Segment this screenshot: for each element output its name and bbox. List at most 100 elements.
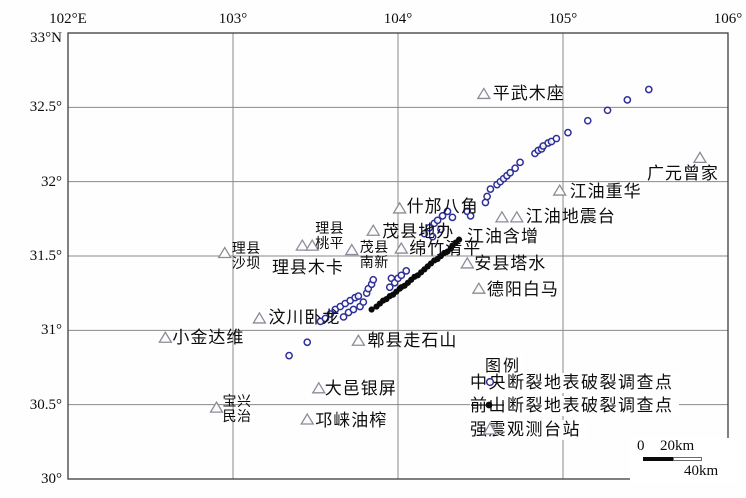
station-triangle-icon — [392, 201, 407, 214]
central-fault-rupture-point — [369, 275, 378, 284]
central-fault-rupture-point — [303, 338, 312, 347]
central-fault-rupture-point — [285, 351, 293, 360]
station-triangle-icon — [217, 246, 232, 259]
station-label: 什邡八角 — [406, 197, 479, 217]
legend-item: 中央断裂地表破裂调查点 — [470, 373, 679, 393]
x-axis-tick-label: 104° — [383, 11, 413, 27]
scale-bar-graphic — [643, 457, 703, 461]
station-triangle-icon — [209, 400, 224, 413]
central-fault-rupture-point — [438, 212, 447, 220]
station-label: 广元曾家 — [646, 163, 719, 183]
station-label: 宝兴 民治 — [222, 394, 252, 425]
central-fault-rupture-point — [448, 213, 457, 222]
scale-bar-40km-label: 40km — [684, 463, 719, 479]
central-fault-rupture-point — [359, 298, 368, 306]
x-axis-tick-label: 105° — [548, 11, 578, 27]
y-axis-tick-label: 31° — [41, 322, 62, 339]
scale-bar: 0 20km 40km — [630, 438, 738, 482]
station-triangle-icon — [366, 223, 381, 236]
station-triangle-icon — [394, 241, 409, 254]
station-label: 平武木座 — [492, 83, 565, 103]
station-triangle-icon — [311, 381, 326, 394]
station-triangle-icon — [509, 210, 524, 223]
central-fault-rupture-point — [466, 212, 475, 220]
station-label: 邛崃油榨 — [315, 410, 388, 430]
open-triangle-icon — [482, 421, 498, 435]
scale-bar-filled-segment — [643, 457, 673, 461]
y-axis-tick-label: 31.5° — [29, 248, 62, 264]
x-axis-tick-label: 103° — [218, 11, 248, 27]
station-label: 郫县走石山 — [367, 330, 458, 350]
central-fault-rupture-point — [433, 216, 442, 225]
station-label: 安县塔水 — [474, 254, 547, 274]
station-label: 理县 桃平 — [315, 221, 345, 252]
y-axis-tick-label: 32.5° — [29, 99, 62, 116]
station-label: 茂县地办 — [382, 221, 455, 241]
open-circle-icon — [485, 377, 495, 387]
central-fault-rupture-point — [483, 192, 491, 201]
legend-item-label: 强震观测台站 — [470, 420, 581, 439]
plot-border — [67, 32, 729, 480]
legend-item-label: 中央断裂地表破裂调查点 — [470, 373, 674, 392]
y-axis-tick-label: 30° — [41, 471, 62, 487]
central-fault-rupture-point — [437, 225, 445, 234]
central-fault-rupture-point — [564, 128, 572, 137]
line-dot-icon — [471, 401, 504, 409]
station-triangle-icon — [552, 183, 567, 196]
central-fault-rupture-point — [321, 314, 330, 323]
station-label: 德阳白马 — [486, 279, 559, 299]
station-label: 茂县 南新 — [359, 241, 389, 272]
legend-item: 前山断裂地表破裂调查点 — [470, 396, 679, 416]
station-label: 大邑银屏 — [324, 379, 397, 399]
station-triangle-icon — [471, 281, 486, 294]
y-axis-tick-label: 33°N — [30, 30, 62, 46]
central-fault-rupture-point — [583, 116, 592, 125]
scale-bar-zero-label: 0 — [637, 438, 645, 454]
station-triangle-icon — [460, 256, 475, 269]
central-fault-rupture-point — [339, 313, 348, 321]
central-fault-rupture-point — [326, 310, 335, 318]
station-label: 理县 沙坝 — [231, 242, 261, 273]
central-fault-rupture-point — [397, 271, 406, 280]
central-fault-rupture-point — [623, 96, 632, 104]
station-triangle-icon — [295, 238, 310, 251]
station-label: 绵竹清平 — [409, 238, 482, 258]
station-triangle-icon — [351, 333, 366, 346]
frontal-fault-rupture-point — [455, 236, 463, 243]
station-triangle-icon — [305, 238, 320, 251]
station-triangle-icon — [494, 210, 510, 223]
central-fault-rupture-point — [603, 106, 612, 115]
station-label: 江油重华 — [569, 181, 642, 201]
x-axis-tick-label: 102°E — [49, 11, 87, 27]
central-fault-rupture-point — [486, 185, 495, 193]
y-axis-tick-label: 30.5° — [29, 396, 62, 413]
frontal-fault-rupture-point — [368, 306, 375, 313]
central-fault-rupture-point — [385, 283, 394, 292]
central-fault-rupture-point — [349, 305, 358, 314]
station-triangle-icon — [344, 243, 359, 256]
annotation-label: 江油含增 — [466, 227, 539, 247]
central-fault-rupture-point — [443, 207, 452, 216]
central-fault-rupture-point — [552, 134, 561, 143]
scale-bar-20km-label: 20km — [660, 438, 695, 454]
legend-item: 强震观测台站 — [470, 420, 586, 440]
central-fault-rupture-point — [511, 164, 520, 173]
station-triangle-icon — [252, 311, 267, 324]
station-triangle-icon — [158, 331, 173, 343]
scale-bar-open-segment — [673, 457, 702, 461]
legend-title: 图例 — [483, 352, 524, 376]
central-fault-rupture-point — [644, 85, 653, 94]
station-label: 汶川卧龙 — [268, 308, 341, 328]
x-axis-tick-label: 106° — [713, 11, 743, 27]
station-triangle-icon — [300, 412, 315, 425]
station-triangle-icon — [692, 151, 708, 164]
central-fault-rupture-point — [506, 168, 515, 177]
legend-item-label: 前山断裂地表破裂调查点 — [470, 396, 674, 415]
station-label: 小金达维 — [172, 327, 245, 347]
station-label: 江油地震台 — [525, 207, 616, 227]
annotation-label: 理县木卡 — [271, 257, 344, 277]
central-fault-rupture-point — [516, 158, 524, 167]
y-axis-tick-label: 32° — [41, 173, 62, 190]
